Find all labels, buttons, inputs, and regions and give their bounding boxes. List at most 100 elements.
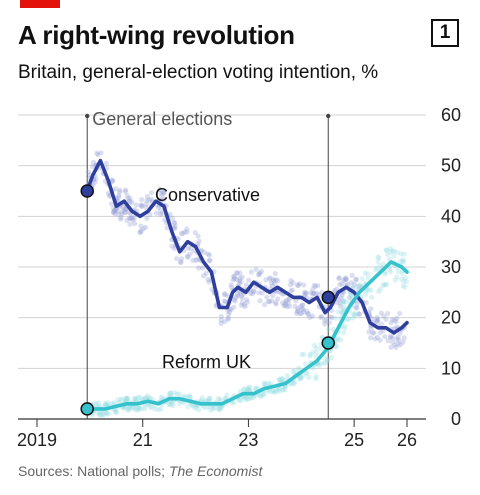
poll-dot	[136, 395, 142, 401]
poll-dot	[158, 406, 164, 412]
poll-dot	[108, 201, 115, 207]
poll-dot	[266, 276, 273, 282]
poll-dot	[287, 282, 293, 288]
poll-dot	[305, 311, 311, 317]
poll-dot	[310, 286, 316, 293]
poll-dot	[222, 291, 228, 298]
poll-dot	[335, 309, 341, 315]
poll-dot	[222, 299, 229, 305]
poll-dot	[124, 395, 130, 401]
poll-dot	[119, 211, 125, 217]
poll-dot	[185, 403, 191, 410]
poll-dot	[375, 316, 381, 323]
poll-dot	[226, 309, 233, 315]
poll-dot	[233, 270, 240, 276]
poll-dot	[224, 293, 231, 299]
poll-dot	[387, 249, 393, 256]
poll-dot	[92, 401, 98, 408]
poll-dot	[300, 373, 306, 379]
poll-dot	[190, 403, 196, 409]
poll-dot	[95, 151, 101, 158]
poll-dot	[129, 405, 135, 411]
poll-dot	[391, 248, 397, 254]
poll-dot	[294, 282, 301, 288]
poll-dot	[339, 292, 345, 298]
poll-dot	[172, 220, 178, 226]
poll-dot	[241, 387, 247, 393]
poll-dot	[127, 195, 133, 201]
poll-dot	[336, 275, 342, 281]
poll-dot	[302, 292, 308, 298]
poll-dot	[371, 330, 377, 336]
poll-dot	[234, 276, 240, 283]
poll-dot	[301, 307, 307, 313]
poll-dot	[239, 293, 245, 299]
poll-dot	[102, 410, 109, 416]
poll-dot	[324, 357, 330, 363]
poll-dot	[218, 320, 224, 326]
poll-dot	[381, 282, 387, 288]
poll-dot	[401, 335, 407, 341]
poll-dot	[396, 337, 402, 343]
poll-dot	[292, 379, 298, 385]
poll-dot	[231, 274, 237, 280]
poll-dot	[113, 206, 119, 212]
poll-dot	[147, 404, 154, 410]
poll-dot	[138, 202, 144, 208]
source-prefix: Sources: National polls;	[18, 463, 169, 479]
poll-dot	[398, 251, 404, 257]
poll-dot	[122, 209, 128, 215]
poll-dot	[113, 408, 119, 414]
poll-dot	[146, 395, 152, 401]
poll-dot	[125, 407, 131, 413]
poll-dot	[259, 392, 266, 398]
poll-dot	[256, 290, 262, 296]
poll-dot	[195, 265, 202, 271]
poll-dot	[326, 319, 332, 326]
poll-dot	[395, 334, 401, 340]
poll-dot	[394, 315, 400, 321]
poll-dot	[354, 304, 360, 310]
poll-dot	[204, 404, 211, 410]
poll-dot	[351, 281, 357, 288]
poll-dot	[172, 390, 178, 396]
poll-dot	[266, 298, 272, 304]
poll-dot	[383, 316, 389, 322]
poll-dot	[246, 387, 252, 393]
y-tick-label: 10	[441, 358, 461, 378]
poll-dot	[110, 178, 116, 184]
poll-dot	[391, 253, 397, 259]
poll-dot	[241, 395, 247, 401]
poll-dot	[399, 276, 405, 282]
poll-dot	[242, 303, 248, 310]
poll-dot	[343, 299, 349, 305]
poll-dot	[333, 344, 340, 350]
poll-dot	[127, 198, 133, 204]
poll-dot	[313, 376, 319, 382]
poll-dot	[221, 298, 227, 304]
poll-dot	[157, 211, 164, 218]
poll-dot	[208, 407, 214, 413]
poll-dot	[262, 381, 268, 388]
poll-dot	[161, 196, 167, 202]
poll-dot	[302, 290, 308, 296]
poll-dot	[397, 258, 403, 264]
poll-dot	[179, 256, 185, 262]
poll-dot	[276, 386, 283, 392]
poll-dot	[199, 265, 206, 271]
poll-dot	[211, 405, 217, 411]
poll-dot	[90, 159, 97, 165]
poll-dot	[341, 330, 347, 336]
poll-dot	[322, 318, 328, 324]
poll-dot	[112, 211, 118, 217]
poll-dot	[138, 223, 144, 229]
poll-dot	[334, 299, 340, 306]
poll-dot	[402, 275, 408, 281]
poll-dot	[207, 258, 213, 264]
poll-dot	[265, 299, 271, 305]
poll-dot	[279, 376, 285, 382]
poll-dot	[231, 276, 238, 282]
poll-dot	[231, 304, 237, 310]
poll-dot	[252, 386, 258, 392]
poll-dot	[100, 412, 107, 419]
